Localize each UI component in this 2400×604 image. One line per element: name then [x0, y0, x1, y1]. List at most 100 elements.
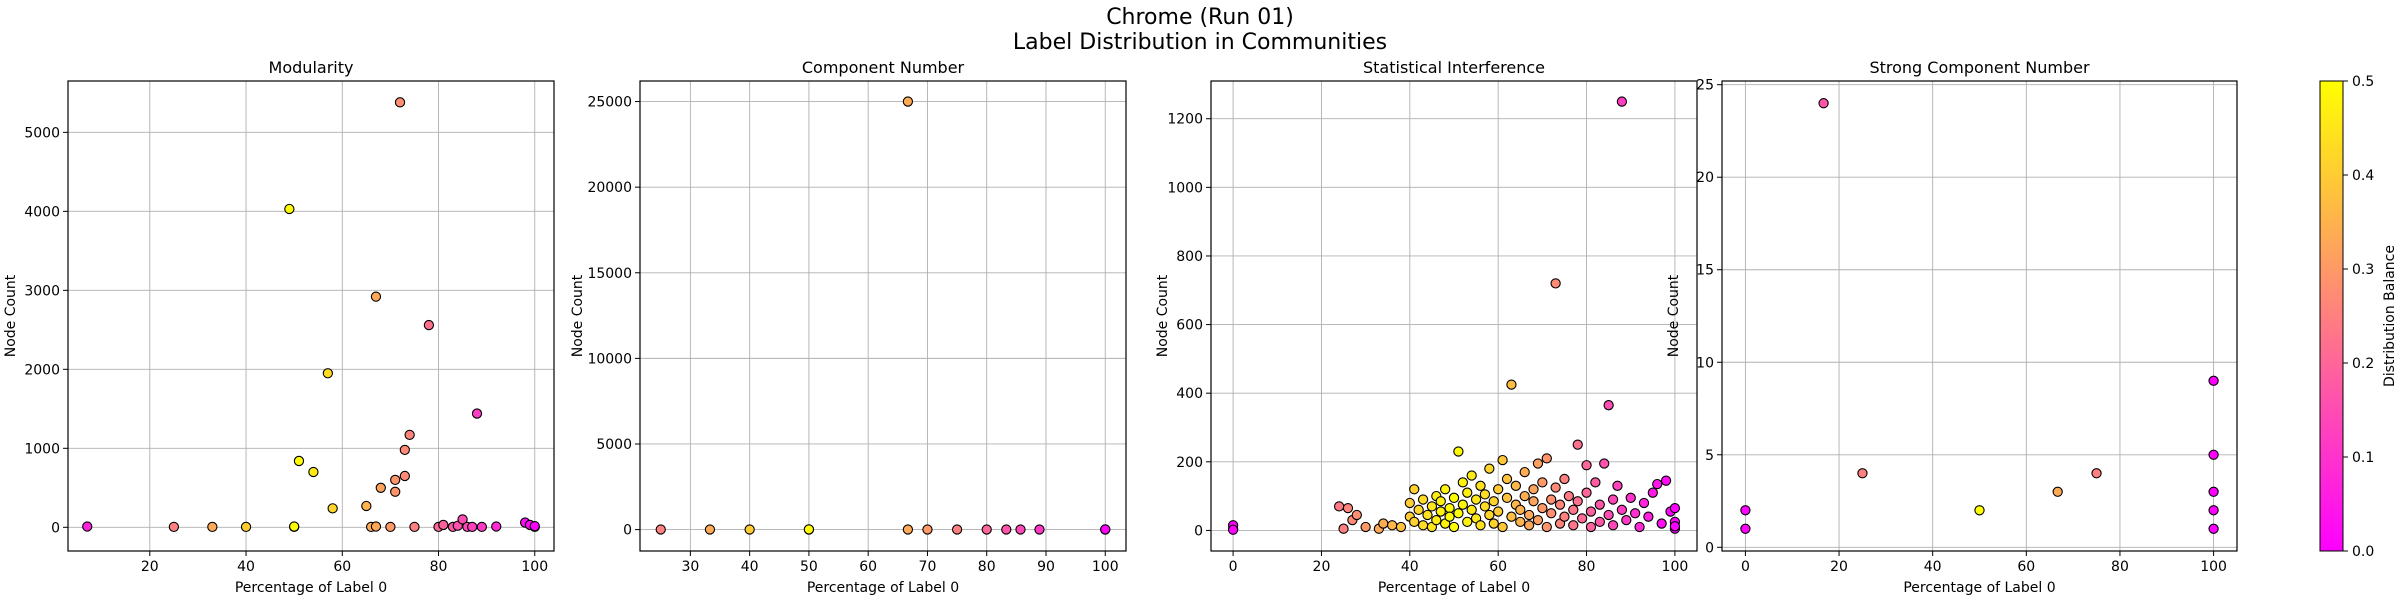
y-tick-label: 5 [1705, 448, 1714, 464]
scatter-point [1409, 484, 1420, 495]
scatter-point [2208, 505, 2219, 516]
y-tick-label: 1200 [1167, 112, 1203, 128]
x-tick-label: 40 [741, 559, 759, 575]
scatter-point [1444, 502, 1455, 514]
x-tick-label: 40 [237, 559, 255, 575]
y-tick-label: 200 [1176, 455, 1203, 471]
scatter-point [1669, 502, 1681, 514]
scatter-point [1740, 523, 1751, 534]
scatter-point [1444, 511, 1455, 522]
scatter-point [240, 521, 252, 533]
y-tick-label: 0 [623, 523, 632, 539]
scatter-point [1621, 514, 1632, 526]
scatter-point [1479, 489, 1491, 500]
x-tick-label: 40 [1401, 559, 1419, 575]
x-tick-label: 0 [1229, 559, 1238, 575]
scatter-point [1519, 466, 1530, 478]
y-tick-label: 20000 [587, 180, 632, 196]
y-tick-label: 5000 [24, 125, 60, 141]
scatter-point [803, 524, 815, 535]
scatter-point [1647, 487, 1658, 498]
scatter-point [1740, 505, 1751, 516]
scatter-point [390, 474, 401, 486]
scatter-point [1625, 492, 1636, 503]
y-tick-label: 0 [1194, 523, 1203, 539]
scatter-point [1656, 518, 1667, 529]
scatter-point [922, 524, 933, 535]
colorbar-tick-label: 0.0 [2352, 544, 2374, 560]
scatter-point [467, 521, 478, 533]
scatter-point [1333, 501, 1345, 512]
x-tick-label: 80 [430, 559, 448, 575]
y-tick-label: 0 [1705, 540, 1714, 556]
panel-3: 0 20 40 60 80 100020040060080010001200Statist… [1155, 58, 1698, 596]
scatter-point [1638, 497, 1650, 509]
panel-title: Component Number [802, 58, 965, 77]
scatter-point [2208, 486, 2219, 497]
grid [1211, 81, 1697, 551]
y-tick-label: 5000 [596, 437, 632, 453]
scatter-point [1386, 520, 1398, 531]
x-tick-label: 20 [1830, 559, 1848, 575]
x-axis-label: Percentage of Label 0 [235, 580, 387, 596]
scatter-point [1669, 521, 1681, 532]
scatter-point [1616, 504, 1628, 515]
scatter-point [981, 524, 992, 535]
scatter-point [1506, 511, 1517, 522]
scatter-point [1378, 518, 1389, 529]
scatter-point [1015, 524, 1026, 535]
scatter-point [1581, 487, 1592, 498]
scatter-point [1629, 508, 1641, 519]
scatter-point [399, 444, 410, 456]
scatter-point [1528, 496, 1539, 507]
scatter-point [1585, 521, 1597, 533]
scatter-point [375, 482, 386, 493]
x-tick-label: 60 [2017, 559, 2035, 575]
x-tick-label: 80 [2111, 559, 2129, 575]
scatter-point [1453, 446, 1464, 457]
scatter-point [1559, 511, 1570, 522]
scatter-point [1660, 475, 1672, 486]
scatter-point [1484, 509, 1495, 521]
x-tick-label: 60 [333, 559, 351, 575]
scatter-point [1603, 509, 1614, 521]
scatter-point [1506, 379, 1517, 390]
scatter-point [1523, 509, 1535, 521]
scatter-point [1599, 458, 1610, 469]
scatter-point [1342, 502, 1354, 514]
scatter-point [1550, 482, 1561, 493]
scatter-point [370, 521, 382, 532]
scatter-point [1497, 454, 1508, 466]
scatter-point [1417, 520, 1429, 531]
scatter-point [370, 291, 382, 302]
y-tick-label: 25 [1696, 78, 1714, 94]
scatter-point [529, 520, 540, 532]
x-tick-label: 80 [1578, 559, 1596, 575]
scatter-point [1537, 477, 1548, 488]
scatter-point [1523, 520, 1535, 531]
y-tick-label: 400 [1176, 386, 1203, 402]
scatter-point [1559, 473, 1570, 485]
scatter-point [1453, 508, 1464, 519]
y-tick-label: 15 [1696, 263, 1714, 279]
scatter-point [1435, 506, 1446, 517]
scatter-point [1001, 524, 1012, 535]
scatter-point [1493, 506, 1504, 517]
scatter-point [1413, 504, 1424, 515]
scatter-point [1616, 96, 1628, 107]
scatter-point [1537, 502, 1548, 514]
colorbar-tick-label: 0.5 [2352, 74, 2374, 90]
scatter-point [1360, 521, 1371, 533]
scatter-point [390, 486, 401, 497]
scatter-point [1857, 468, 1868, 479]
x-axis-label: Percentage of Label 0 [1903, 580, 2055, 596]
scatter-point [1497, 521, 1508, 533]
scatter-point [394, 97, 406, 108]
scatter-point [1448, 521, 1460, 533]
scatter-point [1612, 480, 1623, 491]
x-tick-label: 100 [1092, 559, 1119, 575]
scatter-point [1409, 516, 1420, 527]
colorbar-tick-label: 0.4 [2352, 168, 2374, 184]
scatter-point [2208, 523, 2219, 534]
